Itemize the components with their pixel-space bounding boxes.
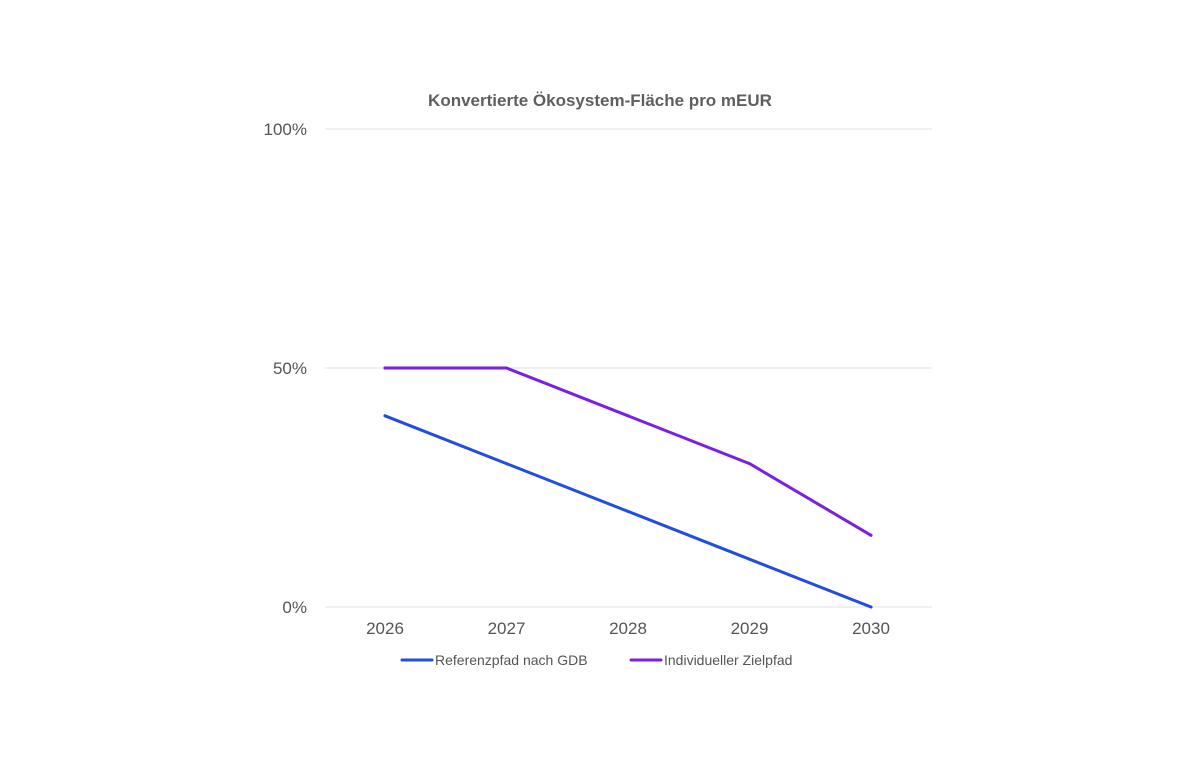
data-point [869,533,873,537]
legend-label: Individueller Zielpfad [664,652,792,668]
legend: Referenzpfad nach GDB Individueller Zielp… [400,652,792,668]
x-tick-label: 2027 [488,619,526,638]
data-point [505,462,508,466]
y-tick-label: 0% [282,598,307,617]
x-tick-label: 2030 [852,619,890,638]
data-point [869,605,873,609]
legend-item: Referenzpfad nach GDB [400,652,588,668]
x-tick-label: 2028 [609,619,647,638]
series-lines [383,366,873,609]
data-point [626,509,630,513]
legend-item: Individueller Zielpfad [629,652,792,668]
legend-label: Referenzpfad nach GDB [435,652,588,668]
data-point [383,366,387,370]
x-tick-label: 2029 [731,619,769,638]
chart-title: Konvertierte Ökosystem-Fläche pro mEUR [428,91,772,110]
y-tick-label: 100% [264,120,307,139]
data-point [505,366,508,370]
x-tick-label: 2026 [366,619,404,638]
y-tick-label: 50% [273,359,307,378]
x-axis-ticks: 2026 2027 2028 2029 2030 [366,619,890,638]
data-point [748,462,751,466]
data-point [626,414,630,418]
data-point [383,414,387,418]
data-point [748,557,751,561]
y-axis-ticks: 0% 50% 100% [264,120,307,617]
